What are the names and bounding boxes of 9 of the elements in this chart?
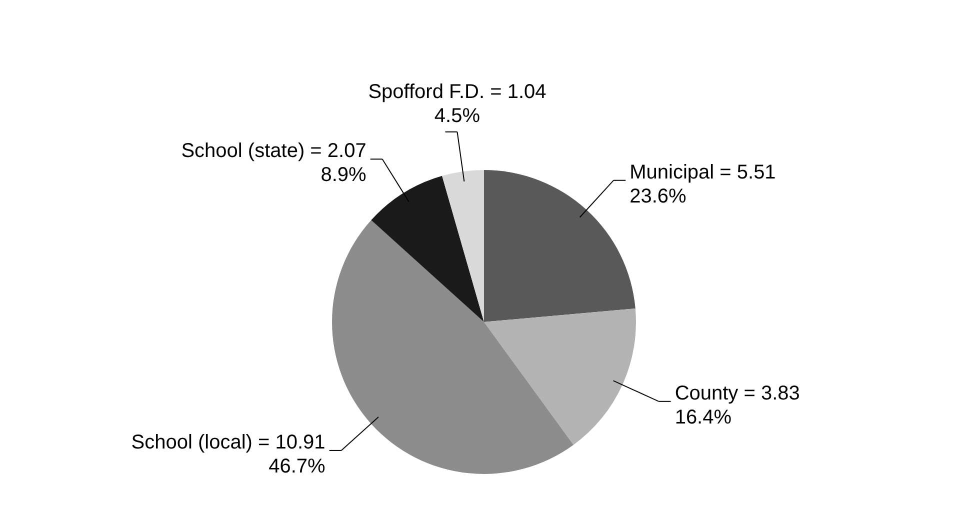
slice-label: School (state) = 2.07 8.9%	[181, 140, 367, 186]
slice-label: School (local) = 10.91 46.7%	[131, 431, 326, 478]
slice-label: Municipal = 5.51 23.6%	[630, 161, 776, 208]
pie-slice	[371, 176, 484, 322]
pie-slice	[484, 308, 636, 445]
pie-slice	[442, 170, 484, 322]
slice-label: Spofford F.D. = 1.04 4.5%	[368, 80, 546, 127]
pie-slice	[332, 220, 574, 474]
slice-label: County = 3.83 16.4%	[674, 382, 800, 428]
